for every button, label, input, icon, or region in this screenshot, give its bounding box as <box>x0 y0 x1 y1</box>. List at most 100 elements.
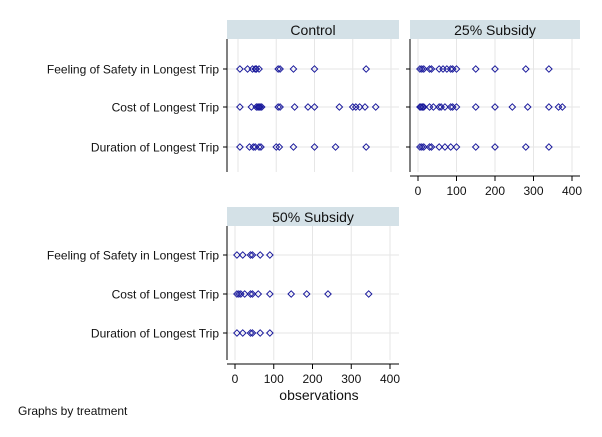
data-point <box>417 65 426 73</box>
data-point <box>471 143 480 151</box>
data-point <box>233 329 241 337</box>
data-point <box>441 103 449 111</box>
data-point <box>255 143 263 151</box>
x-tick-label: 0 <box>232 372 239 386</box>
data-point <box>362 65 371 73</box>
data-point <box>265 251 274 259</box>
data-point <box>257 103 266 111</box>
y-tick-label: Cost of Longest Trip <box>112 288 220 302</box>
graph-note: Graphs by treatment <box>18 404 128 418</box>
data-point <box>544 103 553 111</box>
data-point <box>276 103 284 111</box>
data-point <box>471 65 480 73</box>
y-tick-label: Duration of Longest Trip <box>91 141 219 155</box>
data-point <box>246 329 255 337</box>
data-point <box>441 143 449 151</box>
data-point <box>335 103 344 111</box>
data-point <box>256 329 265 337</box>
data-point <box>272 143 281 151</box>
data-point <box>234 290 243 298</box>
y-tick-label: Duration of Longest Trip <box>91 327 219 341</box>
panel-title: Control <box>290 22 335 38</box>
data-point <box>429 103 438 111</box>
data-point <box>240 290 249 298</box>
data-point <box>304 103 312 111</box>
panel-header <box>410 20 580 39</box>
data-point <box>418 103 427 111</box>
data-point <box>491 103 499 111</box>
data-point <box>331 143 340 151</box>
data-point <box>521 65 530 73</box>
data-point <box>435 103 444 111</box>
data-point <box>355 103 364 111</box>
x-tick-label: 300 <box>523 184 543 198</box>
data-point <box>544 65 553 73</box>
data-point <box>289 143 298 151</box>
data-point <box>238 329 247 337</box>
data-point <box>289 65 298 73</box>
data-point <box>521 143 530 151</box>
data-point <box>310 103 319 111</box>
data-point <box>558 103 567 111</box>
x-tick-label: 100 <box>446 184 466 198</box>
data-point <box>302 290 311 298</box>
data-point <box>265 329 274 337</box>
data-point <box>290 103 299 111</box>
data-point <box>287 290 296 298</box>
data-point <box>417 143 426 151</box>
data-point <box>274 103 283 111</box>
data-point <box>361 103 369 111</box>
data-point <box>249 143 258 151</box>
y-tick-label: Feeling of Safety in Longest Trip <box>47 249 219 263</box>
x-axis-label: observations <box>279 387 358 403</box>
data-point <box>310 143 319 151</box>
data-point <box>252 65 261 73</box>
data-point <box>255 103 263 111</box>
panel-header <box>227 20 399 39</box>
data-point <box>276 65 284 73</box>
data-point <box>446 143 455 151</box>
data-point <box>256 103 265 111</box>
data-point <box>427 65 436 73</box>
data-point <box>452 103 461 111</box>
data-point <box>446 103 455 111</box>
data-point <box>364 290 373 298</box>
data-point <box>248 290 257 298</box>
y-tick-label: Cost of Longest Trip <box>112 101 220 115</box>
data-point <box>523 103 532 111</box>
data-point <box>362 143 371 151</box>
data-point <box>419 143 428 151</box>
data-point <box>236 143 244 151</box>
data-point <box>452 143 461 151</box>
data-point <box>246 251 255 259</box>
data-point <box>257 143 265 151</box>
data-point <box>419 65 428 73</box>
x-tick-label: 200 <box>485 184 505 198</box>
data-point <box>255 65 263 73</box>
data-point <box>274 65 283 73</box>
data-point <box>348 103 357 111</box>
data-point <box>371 103 380 111</box>
data-point <box>310 65 319 73</box>
data-point <box>435 143 444 151</box>
x-tick-label: 200 <box>302 372 322 386</box>
data-point <box>324 290 332 298</box>
x-tick-label: 0 <box>415 184 422 198</box>
data-point <box>254 290 263 298</box>
data-point <box>427 143 436 151</box>
data-point <box>236 103 244 111</box>
x-tick-label: 300 <box>341 372 361 386</box>
data-point <box>471 103 480 111</box>
data-point <box>425 65 434 73</box>
data-point <box>256 251 265 259</box>
data-point <box>452 65 461 73</box>
panel-3: 50% Subsidy Feeling of Safety in Longest … <box>47 207 400 403</box>
data-point <box>446 65 455 73</box>
data-point <box>238 251 247 259</box>
data-point <box>425 143 434 151</box>
data-point <box>419 103 428 111</box>
data-point <box>248 329 257 337</box>
data-point <box>246 290 255 298</box>
x-tick-label: 400 <box>562 184 582 198</box>
